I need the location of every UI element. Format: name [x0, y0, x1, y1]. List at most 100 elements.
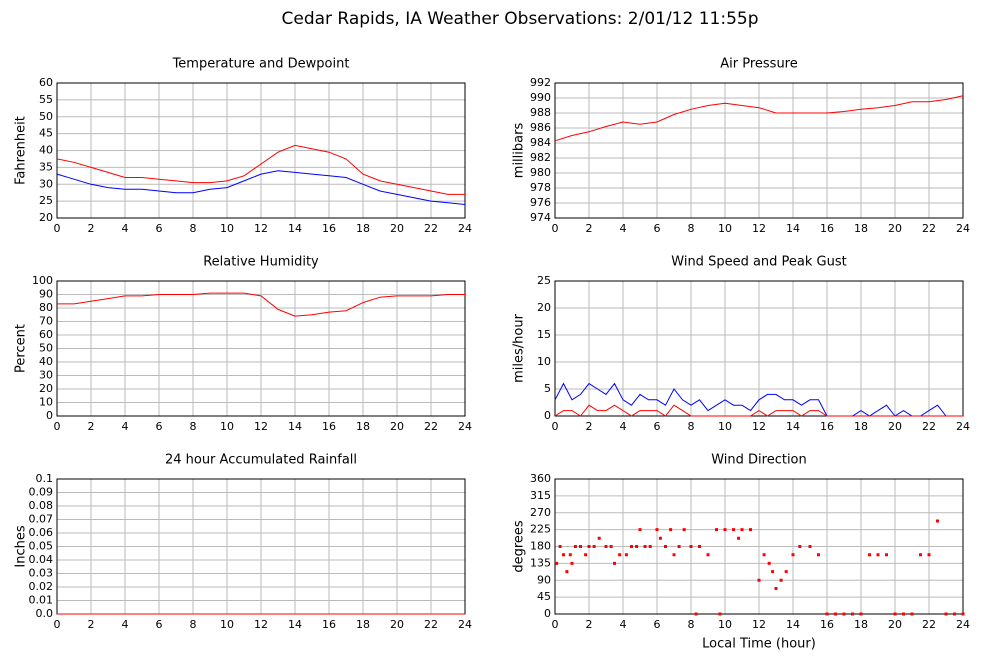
point — [868, 553, 871, 557]
point — [774, 587, 778, 590]
point — [655, 528, 659, 532]
x-tick-label: 0 — [552, 222, 559, 235]
y-axis-label: degrees — [512, 520, 527, 573]
point — [706, 553, 710, 557]
x-tick-label: 12 — [752, 420, 766, 433]
plot-frame — [554, 478, 964, 615]
y-tick-label: 45 — [537, 590, 551, 603]
x-tick-label: 8 — [190, 420, 197, 433]
point — [723, 528, 727, 532]
point — [825, 612, 829, 616]
series-line — [56, 170, 466, 205]
y-axis-label: Percent — [14, 324, 29, 373]
point — [570, 561, 574, 565]
y-tick-label: 90 — [39, 288, 53, 301]
y-axis-label: Fahrenheit — [14, 116, 29, 185]
point — [893, 612, 897, 616]
point — [565, 570, 569, 574]
x-axis-label: Local Time (hour) — [702, 637, 816, 652]
y-tick-label: 50 — [39, 110, 53, 123]
x-tick-label: 12 — [254, 618, 268, 631]
figure-title: Cedar Rapids, IA Weather Observations: 2… — [281, 9, 758, 29]
point — [579, 545, 582, 548]
point — [698, 545, 701, 548]
chart-title: Wind Direction — [711, 453, 807, 468]
point — [648, 545, 652, 548]
y-tick-label: 315 — [530, 489, 551, 502]
x-tick-label: 18 — [356, 222, 370, 235]
x-tick-label: 20 — [390, 222, 404, 235]
y-tick-label: 100 — [32, 274, 53, 287]
y-tick-label: 988 — [530, 106, 551, 119]
point — [677, 545, 681, 548]
point — [558, 545, 562, 548]
x-tick-label: 16 — [820, 618, 834, 631]
x-tick-label: 14 — [288, 222, 302, 235]
y-tick-label: 0.1 — [36, 472, 54, 485]
y-tick-label: 992 — [530, 76, 551, 89]
point — [669, 528, 673, 532]
x-tick-label: 4 — [620, 420, 627, 433]
y-tick-label: 990 — [530, 91, 551, 104]
y-tick-label: 180 — [530, 540, 551, 553]
point — [609, 545, 613, 548]
point — [638, 528, 642, 532]
x-tick-label: 0 — [552, 618, 559, 631]
y-tick-label: 55 — [39, 93, 53, 106]
x-tick-label: 20 — [888, 420, 902, 433]
plot-frame — [554, 82, 964, 219]
x-tick-label: 6 — [654, 420, 661, 433]
point — [664, 545, 667, 548]
x-tick-label: 10 — [220, 420, 234, 433]
y-tick-label: 90 — [537, 573, 551, 586]
x-tick-label: 20 — [888, 222, 902, 235]
plot-frame — [56, 280, 466, 417]
point — [944, 612, 948, 616]
series-line — [57, 292, 465, 317]
point — [737, 536, 741, 540]
series-line — [554, 95, 964, 142]
point — [715, 528, 718, 532]
point — [762, 553, 766, 557]
x-tick-label: 18 — [854, 222, 868, 235]
y-tick-label: 980 — [530, 166, 551, 179]
x-tick-label: 14 — [786, 222, 800, 235]
x-tick-label: 2 — [586, 618, 593, 631]
y-tick-label: 35 — [39, 160, 53, 173]
y-tick-label: 978 — [530, 181, 551, 194]
point — [562, 553, 565, 557]
y-tick-label: 50 — [39, 342, 53, 355]
y-tick-label: 30 — [39, 177, 53, 190]
series-line — [554, 404, 963, 417]
x-tick-label: 24 — [458, 618, 472, 631]
x-tick-label: 0 — [54, 618, 61, 631]
x-tick-label: 6 — [156, 420, 163, 433]
point — [791, 553, 795, 557]
x-tick-label: 0 — [54, 222, 61, 235]
point — [784, 570, 788, 574]
y-tick-label: 5 — [544, 382, 551, 395]
y-tick-label: 0.06 — [29, 526, 54, 539]
x-tick-label: 14 — [288, 618, 302, 631]
x-tick-label: 14 — [786, 618, 800, 631]
y-tick-label: 25 — [39, 194, 53, 207]
x-tick-label: 2 — [586, 420, 593, 433]
y-tick-label: 135 — [530, 556, 551, 569]
y-tick-label: 0.07 — [29, 513, 54, 526]
x-tick-label: 24 — [956, 222, 970, 235]
x-tick-label: 0 — [54, 420, 61, 433]
x-tick-label: 6 — [654, 222, 661, 235]
y-tick-label: 225 — [530, 523, 551, 536]
y-tick-label: 982 — [530, 151, 551, 164]
y-tick-label: 60 — [39, 328, 53, 341]
point — [732, 528, 735, 532]
y-tick-label: 984 — [530, 136, 551, 149]
x-tick-label: 22 — [424, 420, 438, 433]
y-tick-label: 0.05 — [29, 540, 54, 553]
point — [798, 545, 802, 548]
x-tick-label: 10 — [718, 420, 732, 433]
